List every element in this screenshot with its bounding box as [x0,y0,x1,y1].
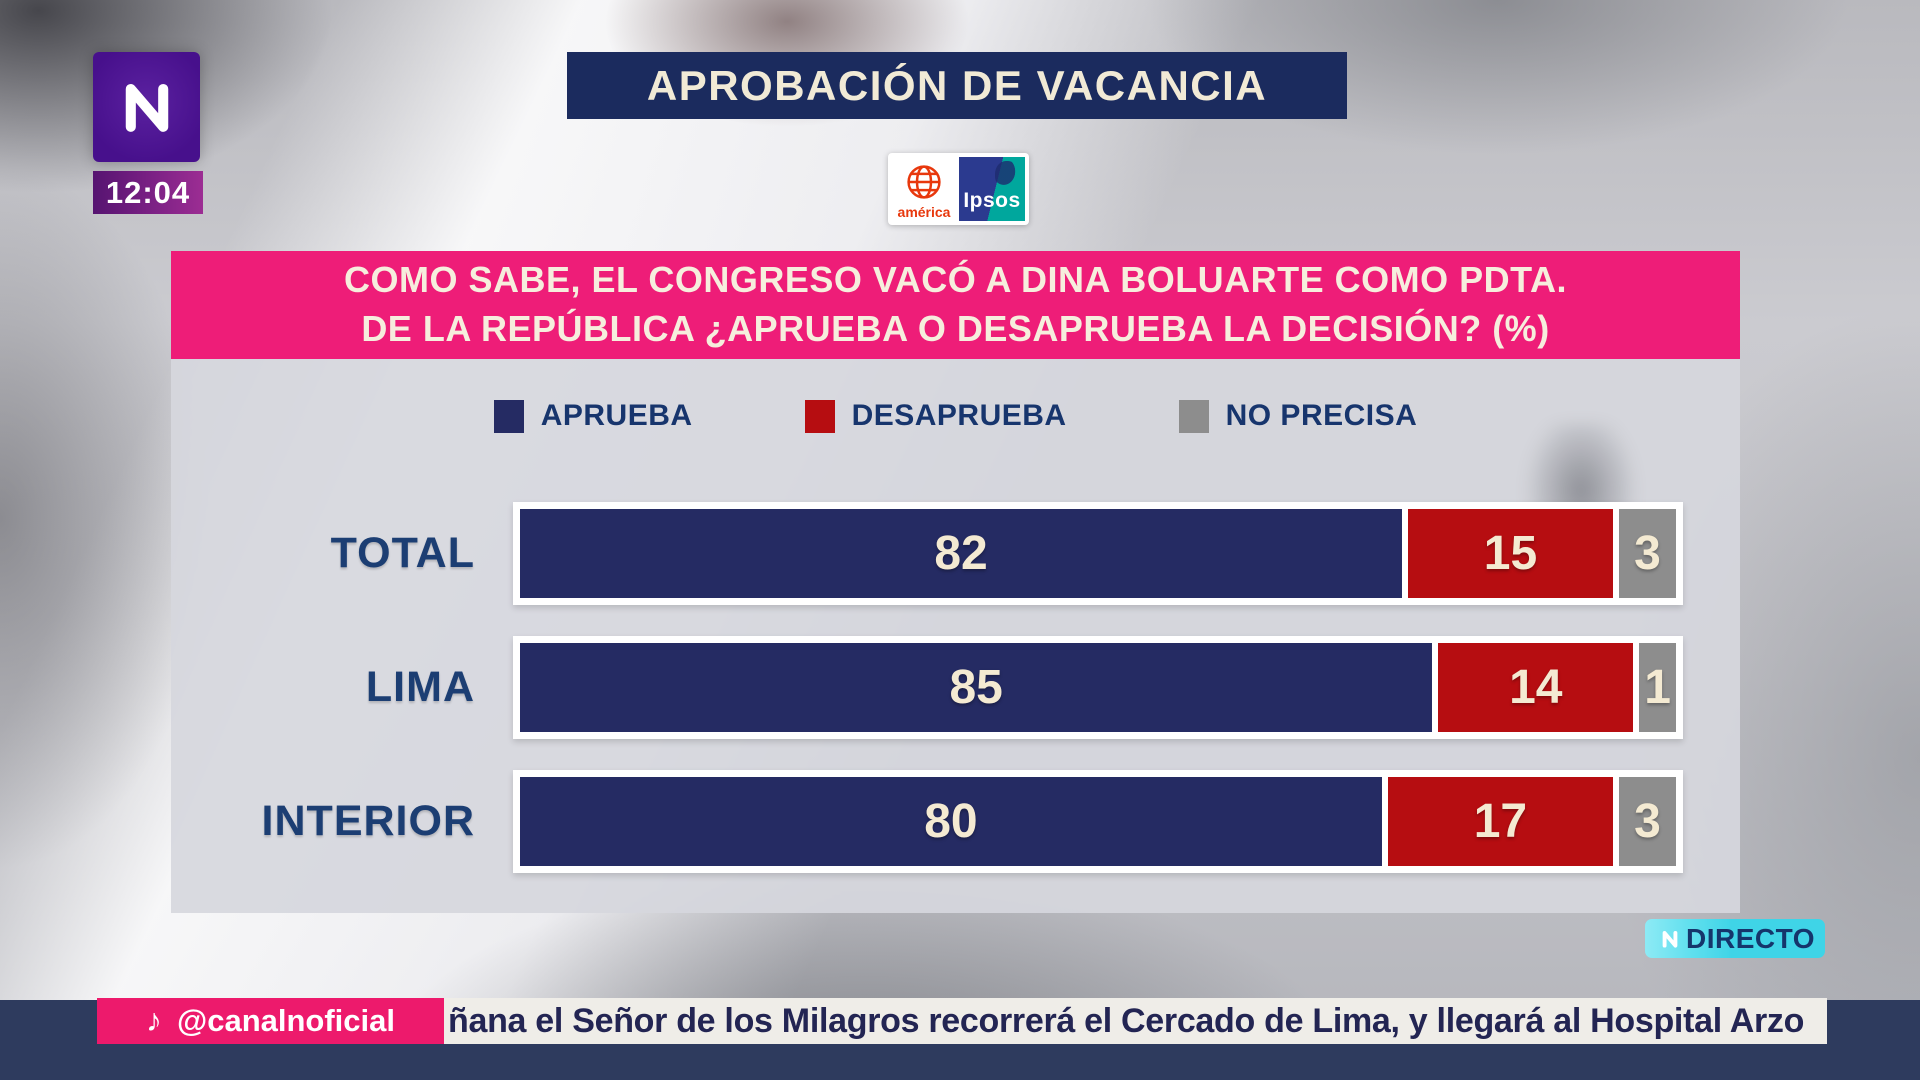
no-precisa-swatch-icon [1178,399,1209,433]
headline-banner: APROBACIÓN DE VACANCIA [567,52,1347,119]
headline-text: APROBACIÓN DE VACANCIA [646,61,1268,109]
bar-row-lima: LIMA 85 14 1 [171,636,1683,739]
news-ticker: ñana el Señor de los Milagros recorrerá … [444,998,1827,1044]
stacked-bar: 85 14 1 [513,636,1683,739]
bar-segment-no-precisa: 1 [1639,643,1676,732]
stacked-bar: 80 17 3 [513,770,1683,873]
row-label: TOTAL [330,529,475,577]
bar-row-total: TOTAL 82 15 3 [171,502,1683,605]
segment-value: 82 [934,527,988,580]
segment-value: 15 [1483,527,1538,580]
bar-segment-aprueba: 80 [520,777,1382,866]
bar-segment-aprueba: 85 [520,643,1433,732]
america-label: américa [897,203,951,220]
legend-item-desaprueba: DESAPRUEBA [804,399,1067,433]
clock-time: 12:04 [105,174,191,210]
social-handle: @canalnoficial [176,1003,395,1038]
ipsos-face-icon [995,161,1017,187]
legend-label: APRUEBA [540,399,693,432]
segment-value: 17 [1473,795,1528,848]
desaprueba-swatch-icon [804,399,835,433]
segment-value: 3 [1634,795,1661,848]
segment-value: 3 [1634,527,1661,580]
chart-legend: APRUEBA DESAPRUEBA NO PRECISA [171,390,1740,442]
bar-segment-no-precisa: 3 [1618,509,1676,598]
social-handle-chip: ♪ @canalnoficial [97,998,444,1044]
america-tv-logo: américa [892,160,956,219]
live-badge-label: DIRECTO [1686,922,1815,954]
bar-segment-desaprueba: 15 [1408,509,1613,598]
aprueba-swatch-icon [493,399,524,433]
ticker-text: ñana el Señor de los Milagros recorrerá … [448,1001,1805,1040]
segment-value: 1 [1644,661,1671,714]
bar-row-interior: INTERIOR 80 17 3 [171,770,1683,873]
row-label: LIMA [365,663,475,711]
question-line-2: DE LA REPÚBLICA ¿APRUEBA O DESAPRUEBA LA… [361,308,1550,349]
segment-value: 14 [1509,661,1563,714]
segment-value: 80 [924,795,978,848]
question-banner: COMO SABE, EL CONGRESO VACÓ A DINA BOLUA… [171,251,1740,359]
bar-segment-desaprueba: 14 [1438,643,1634,732]
clock: 12:04 [93,171,203,214]
legend-label: DESAPRUEBA [851,399,1067,432]
legend-item-no-precisa: NO PRECISA [1178,399,1418,433]
n-glyph-icon [125,83,168,132]
pollster-logos-card: américa Ipsos [888,153,1029,225]
ipsos-logo: Ipsos [959,157,1025,221]
stacked-bar: 82 15 3 [513,502,1683,605]
legend-item-aprueba: APRUEBA [493,399,693,433]
globe-icon [907,164,941,199]
bar-segment-no-precisa: 3 [1618,777,1676,866]
canal-n-logo [93,52,200,162]
legend-label: NO PRECISA [1225,399,1418,432]
bar-segment-aprueba: 82 [520,509,1403,598]
question-line-1: COMO SABE, EL CONGRESO VACÓ A DINA BOLUA… [343,259,1568,301]
ipsos-label: Ipsos [963,189,1021,212]
n-glyph-icon [1662,930,1678,948]
tiktok-icon: ♪ [145,1002,162,1038]
live-badge: DIRECTO [1645,919,1825,958]
segment-value: 85 [949,661,1003,714]
bar-segment-desaprueba: 17 [1387,777,1613,866]
row-label: INTERIOR [261,797,475,845]
